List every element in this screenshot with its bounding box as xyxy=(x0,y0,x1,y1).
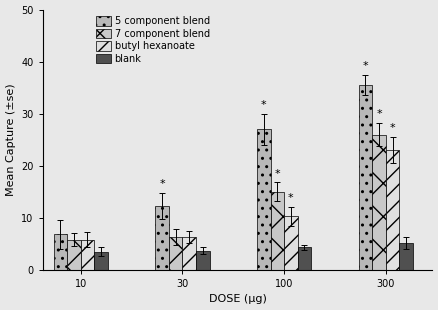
Bar xyxy=(81,240,94,270)
Text: *: * xyxy=(261,100,267,110)
Bar xyxy=(182,237,196,270)
Bar xyxy=(298,247,311,270)
Bar xyxy=(271,192,284,270)
Y-axis label: Mean Capture (±se): Mean Capture (±se) xyxy=(6,83,16,196)
Text: *: * xyxy=(363,61,368,71)
Bar xyxy=(169,237,182,270)
Bar xyxy=(53,234,67,270)
Bar xyxy=(196,250,209,270)
X-axis label: DOSE (μg): DOSE (μg) xyxy=(208,294,266,304)
Text: *: * xyxy=(275,169,280,179)
Bar xyxy=(399,243,413,270)
Text: *: * xyxy=(376,109,382,119)
Bar xyxy=(386,150,399,270)
Bar xyxy=(257,129,271,270)
Bar xyxy=(372,135,386,270)
Text: *: * xyxy=(390,123,396,134)
Text: *: * xyxy=(159,179,165,189)
Bar xyxy=(67,240,81,270)
Bar xyxy=(359,85,372,270)
Bar xyxy=(94,252,108,270)
Legend: 5 component blend, 7 component blend, butyl hexanoate, blank: 5 component blend, 7 component blend, bu… xyxy=(94,15,212,66)
Bar xyxy=(155,206,169,270)
Bar xyxy=(284,216,298,270)
Text: *: * xyxy=(288,193,294,203)
